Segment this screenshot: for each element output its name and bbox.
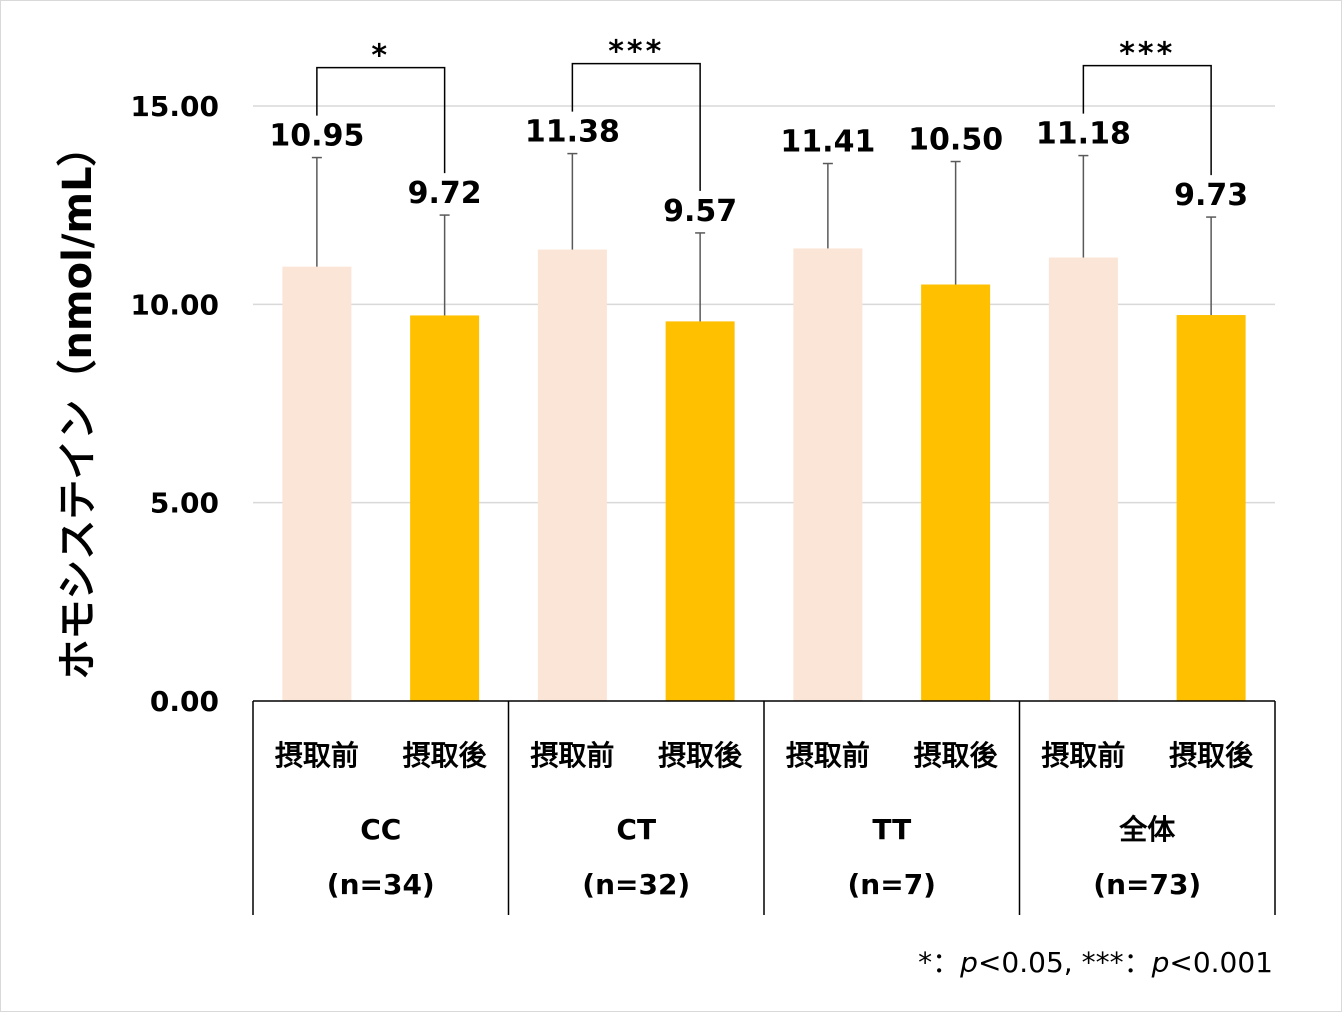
significance-marker: *** (1119, 37, 1175, 72)
bar (665, 321, 735, 701)
data-label: 11.38 (525, 115, 620, 150)
bar (282, 266, 352, 701)
y-tick-label: 5.00 (150, 487, 219, 520)
significance-marker: * (371, 39, 390, 74)
group-label: CC (360, 813, 401, 846)
bar (793, 248, 863, 702)
group-n-label: (n=32) (582, 868, 690, 901)
x-tick-label: 摂取後 (658, 739, 743, 772)
data-label: 11.18 (1036, 117, 1131, 152)
significance-marker: *** (608, 35, 664, 70)
data-label: 9.73 (1174, 178, 1248, 213)
footnote-sep2: ： (1123, 946, 1152, 979)
bar (921, 284, 991, 701)
bar (1176, 315, 1246, 701)
significance-bracket (316, 66, 446, 174)
group-label: CT (616, 813, 656, 846)
group-label: 全体 (1118, 813, 1176, 846)
footnote-threshold1: <0.05, (977, 946, 1073, 979)
group-label: TT (872, 813, 911, 846)
group-n-label: (n=73) (1093, 868, 1201, 901)
bar (410, 315, 480, 701)
data-label: 11.41 (780, 125, 875, 160)
data-label: 9.72 (408, 176, 482, 211)
group-n-label: (n=7) (848, 868, 936, 901)
x-tick-label: 摂取前 (1041, 739, 1125, 772)
x-tick-label: 摂取前 (275, 739, 359, 772)
footnote-p2: p (1151, 946, 1170, 979)
x-tick-label: 摂取後 (1169, 739, 1254, 772)
x-tick-label: 摂取後 (403, 739, 488, 772)
data-label: 9.57 (663, 194, 737, 229)
footnote-star1: * (918, 946, 933, 979)
y-tick-label: 15.00 (130, 90, 219, 123)
footnote-p1: p (960, 946, 978, 979)
bar (537, 249, 607, 702)
y-tick-label: 10.00 (130, 288, 219, 321)
footnote-threshold2: <0.001 (1169, 946, 1273, 979)
data-label: 10.50 (908, 123, 1003, 158)
significance-footnote: *：p<0.05, ***：p<0.001 (918, 941, 1273, 981)
significance-bracket (571, 62, 701, 191)
y-tick-label: 0.00 (150, 685, 219, 718)
y-axis-title: ホモシステイン（nmol/mL） (55, 126, 101, 679)
data-label: 10.95 (269, 119, 364, 154)
x-tick-label: 摂取前 (530, 739, 614, 772)
footnote-star3: *** (1081, 946, 1124, 979)
footnote-sep1: ： (932, 946, 961, 979)
significance-bracket (1082, 64, 1212, 176)
group-n-label: (n=34) (327, 868, 435, 901)
x-tick-label: 摂取後 (914, 739, 999, 772)
x-tick-label: 摂取前 (786, 739, 870, 772)
bar (1048, 257, 1118, 701)
